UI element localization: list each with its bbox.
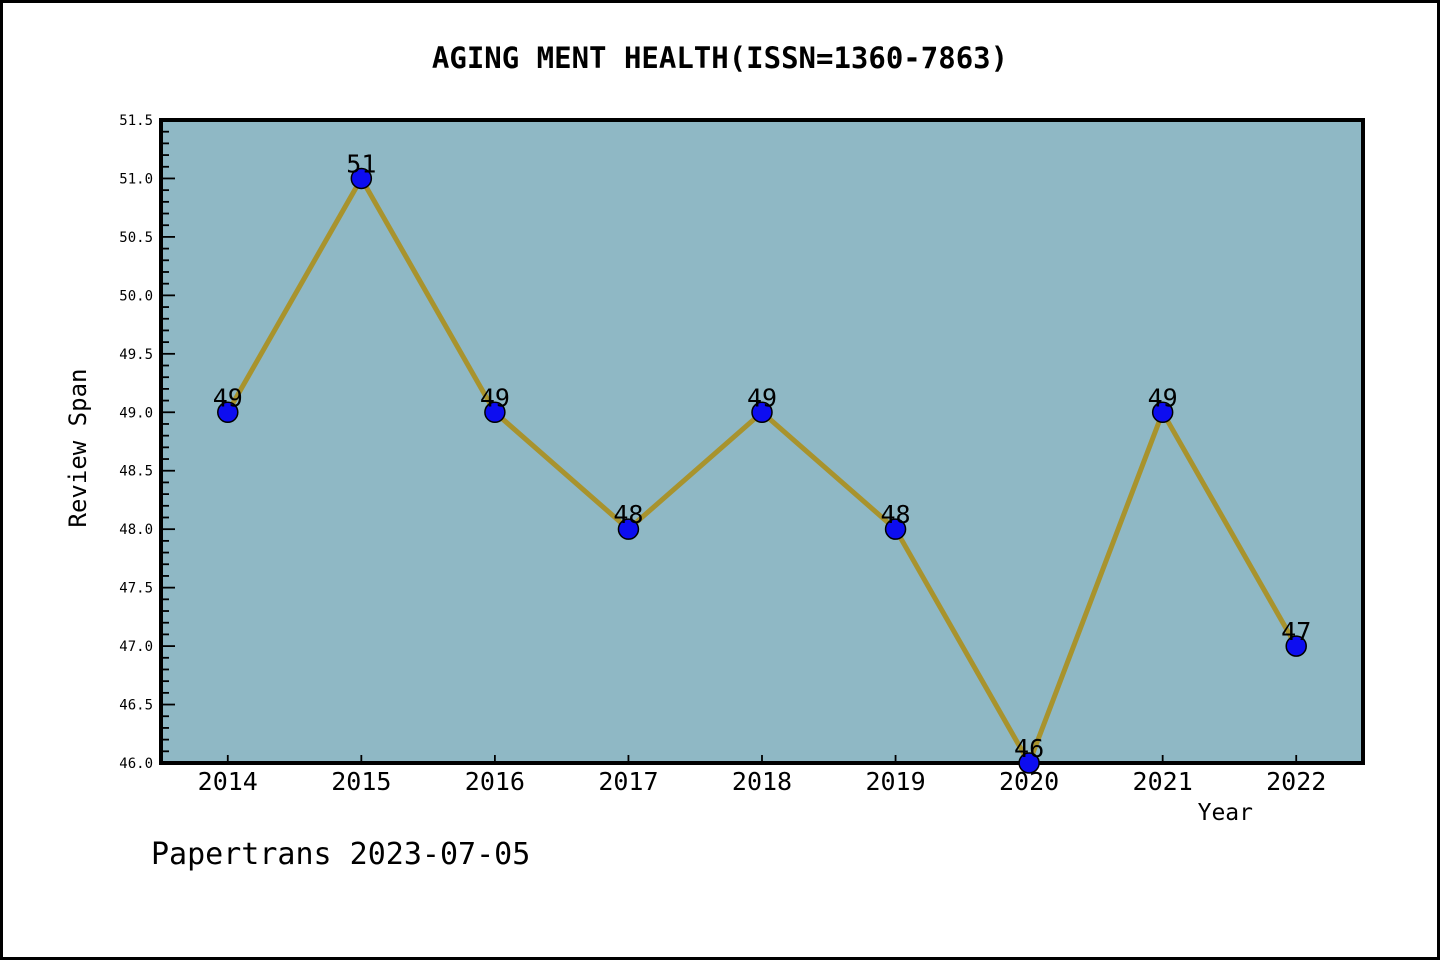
data-point-label: 47 [1281, 617, 1311, 646]
y-axis-label: Review Span [64, 368, 92, 528]
watermark-text: Papertrans 2023-07-05 [151, 837, 531, 872]
line-chart: 46.0 46.5 47.0 47.5 48.0 48.5 49.0 49.5 50.0 50.5… [119, 113, 1365, 796]
y-tick-label: 46.5 [119, 698, 153, 714]
x-tick-label: 2021 [1133, 767, 1193, 796]
chart-title: AGING MENT HEALTH(ISSN=1360-7863) [431, 41, 1009, 75]
data-point [1151, 401, 1174, 424]
x-tick-label: 2018 [732, 767, 792, 796]
plot-frame [159, 118, 1365, 765]
data-point-label: 51 [346, 149, 376, 178]
y-tick-label: 51.0 [119, 171, 153, 187]
y-tick-label: 48.5 [119, 464, 153, 480]
y-tick-label: 51.5 [119, 113, 153, 129]
data-point [1018, 752, 1040, 774]
x-tick-label: 2017 [598, 767, 658, 796]
x-tick-label: 2022 [1266, 767, 1326, 796]
data-point-label: 49 [747, 383, 777, 412]
data-point [484, 401, 506, 424]
y-tick-label: 50.0 [119, 288, 153, 304]
y-tick-label: 49.0 [119, 405, 153, 421]
x-axis-label: Year [1197, 800, 1253, 826]
data-point-label: 48 [613, 500, 643, 529]
y-tick-label: 49.5 [119, 347, 153, 363]
y-tick-label: 47.0 [119, 639, 153, 655]
x-tick-label: 2019 [865, 767, 925, 796]
y-tick-label: 50.5 [119, 230, 153, 246]
data-point [1285, 635, 1307, 657]
x-tick-label: 2014 [198, 767, 258, 796]
data-point-label: 49 [213, 383, 243, 412]
x-tick-label: 2016 [465, 767, 525, 796]
y-tick-label: 47.5 [119, 581, 153, 597]
x-tick-label: 2015 [331, 767, 391, 796]
data-point-label: 46 [1014, 734, 1044, 763]
data-point [884, 518, 907, 540]
data-point-label: 48 [881, 500, 911, 529]
y-tick-label: 48.0 [119, 522, 153, 538]
data-point [617, 518, 640, 540]
data-point-label: 49 [1148, 383, 1178, 412]
data-point [350, 167, 373, 190]
plot-area [161, 120, 1363, 763]
data-point-label: 49 [480, 383, 510, 412]
data-point [751, 401, 773, 424]
data-point [217, 401, 239, 424]
y-tick-label: 46.0 [119, 756, 153, 772]
